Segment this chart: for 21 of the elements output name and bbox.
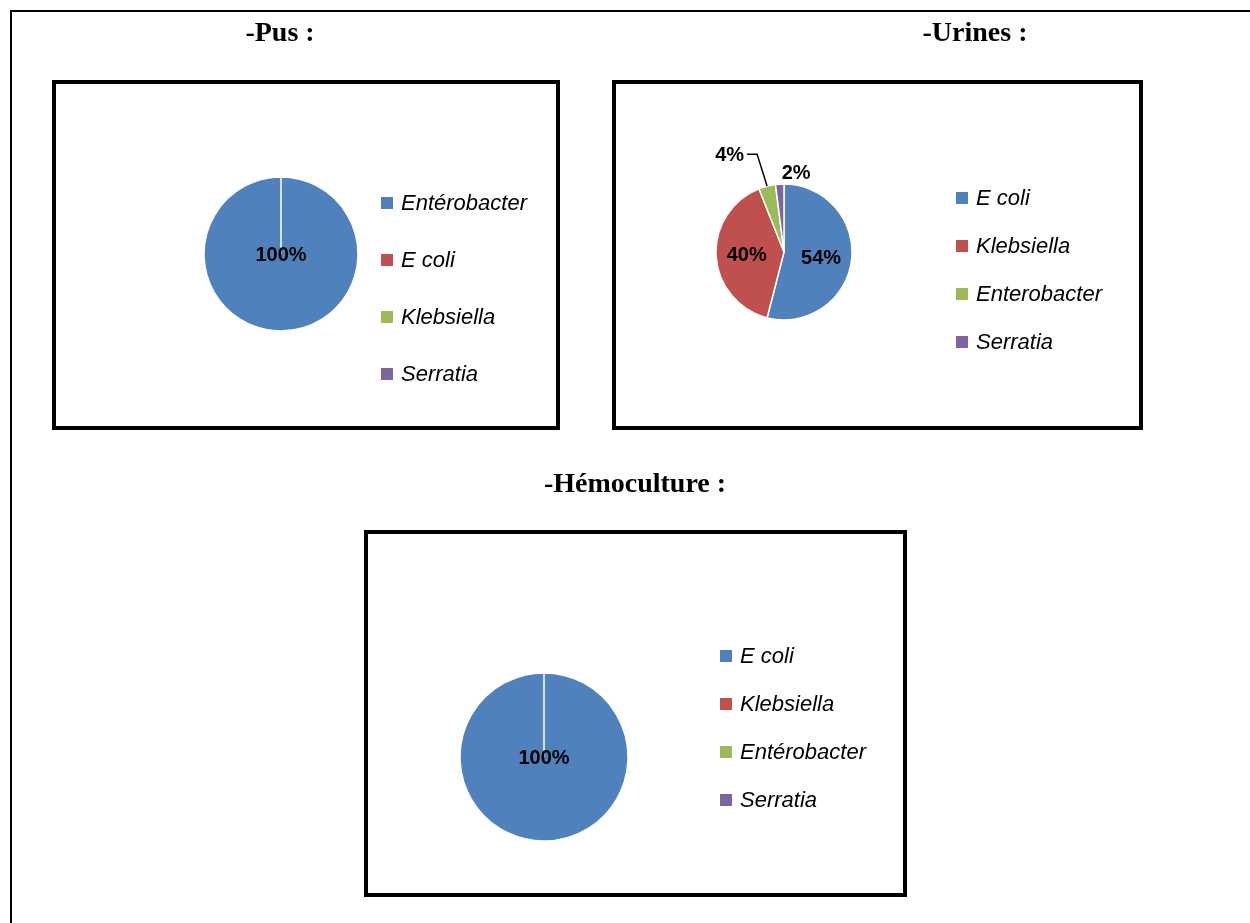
legend-label: Enterobacter [976,281,1102,307]
data-label: 40% [726,243,767,266]
legend-label: Serratia [401,360,479,387]
data-label: 54% [801,245,842,268]
legend-label: E coli [976,185,1030,211]
legend-label: Entérobacter [740,739,866,765]
legend-label: E coli [401,246,455,273]
chart-title: -Pus : [244,16,316,48]
legend-label: Entérobacter [401,189,527,216]
legend-label: Serratia [740,787,818,813]
legend-label: Klebsiella [401,303,496,330]
data-label: 4% [715,143,745,166]
data-label: 100% [518,746,570,768]
data-label: 100% [255,243,307,265]
chart-title: -Hémoculture : [542,467,728,499]
chart-title: -Urines : [921,16,1029,48]
legend-label: E coli [740,643,794,669]
legend-label: Klebsiella [740,691,835,717]
data-label: 2% [781,161,811,184]
legend-label: Klebsiella [976,233,1071,259]
legend-label: Serratia [976,329,1054,355]
